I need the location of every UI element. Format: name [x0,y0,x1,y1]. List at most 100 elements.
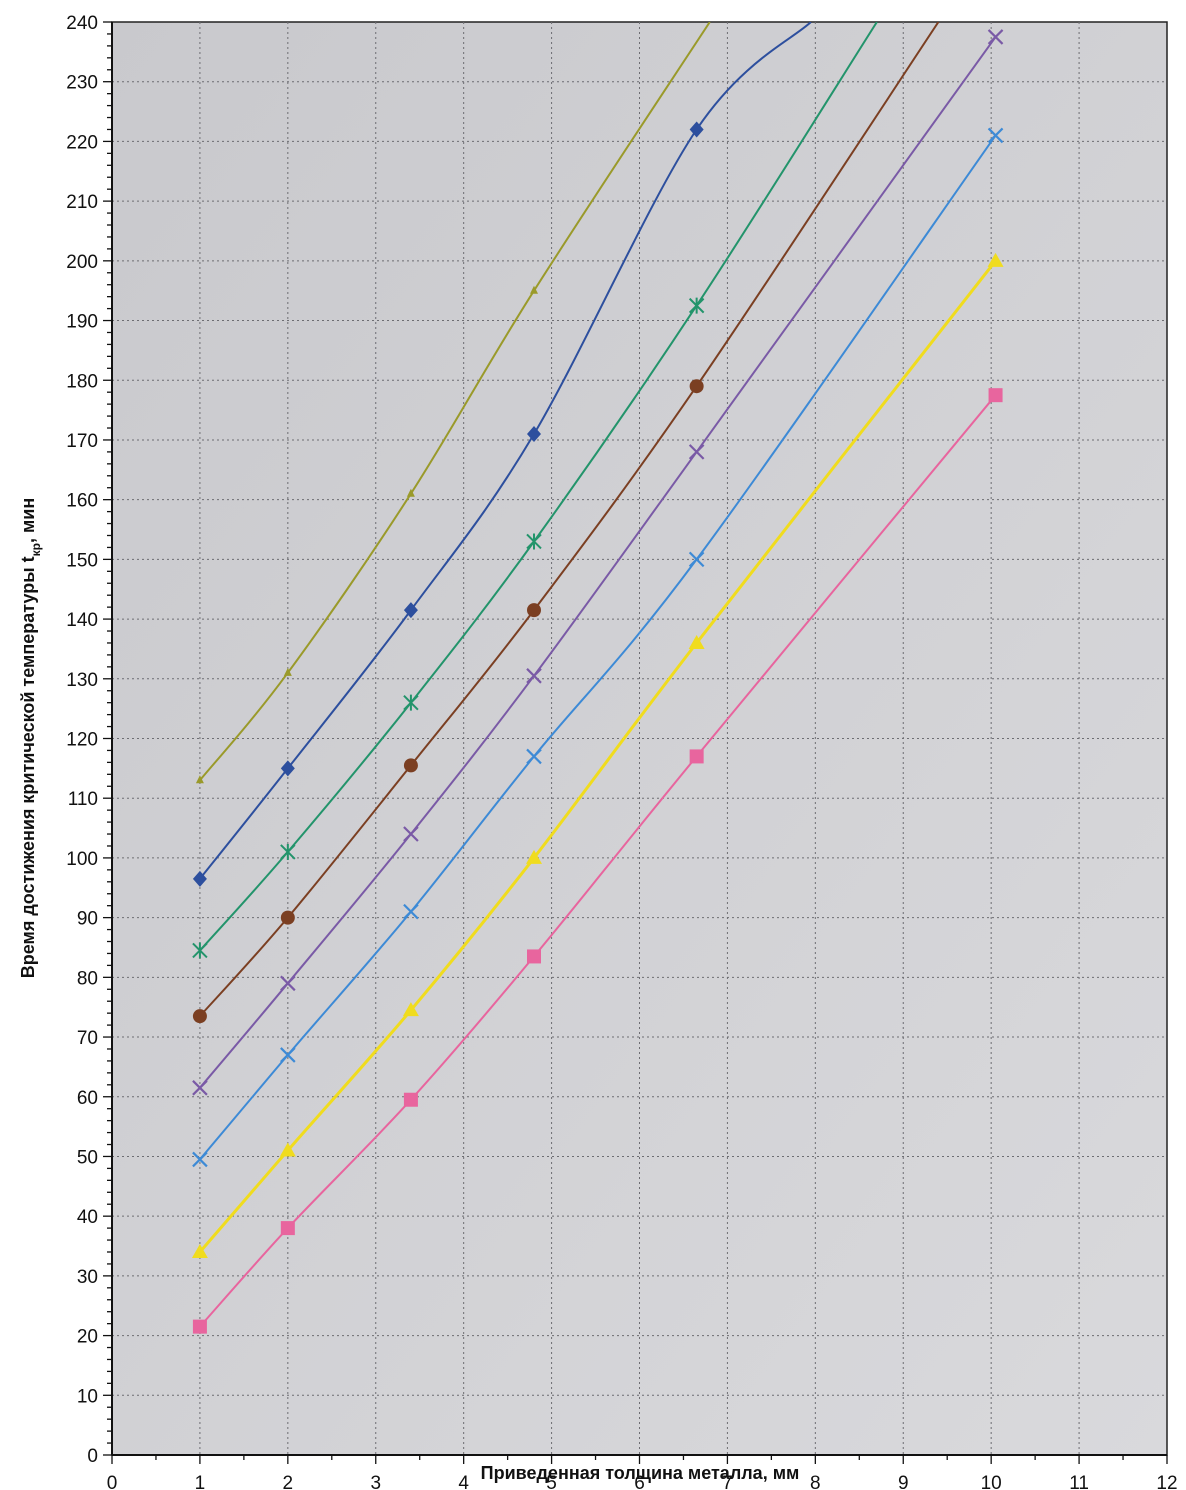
data-point [688,297,705,314]
series-6 [192,127,1004,1168]
y-tick-label: 90 [77,909,98,930]
y-tick-label: 210 [66,192,98,213]
data-point [403,758,418,773]
data-point [280,760,295,777]
data-point [403,602,418,619]
data-point [192,1319,207,1334]
data-point [402,1002,419,1017]
y-tick-label: 160 [66,491,98,512]
data-point [192,1080,208,1096]
series-4 [192,22,940,1024]
x-tick-label: 10 [981,1473,1002,1490]
data-point [280,843,296,860]
y-tick-label: 170 [66,431,98,452]
data-point [283,667,292,676]
y-tick-label: 10 [77,1386,98,1407]
data-point [530,285,538,294]
y-tick-label: 200 [66,252,98,273]
y-axis-title-main: Время достижения критической температуры… [18,556,38,978]
y-axis-title-tail: , мин [18,498,38,543]
data-point [403,826,419,842]
x-tick-label: 3 [370,1473,381,1490]
axes [103,21,1168,1464]
series-1 [195,22,711,784]
y-tick-label: 80 [77,968,98,989]
data-point [688,444,705,460]
series-2 [192,22,812,887]
x-tick-label: 1 [195,1473,206,1490]
x-tick-label: 2 [283,1473,294,1490]
data-point [403,694,419,711]
data-point [526,668,542,684]
x-tick-label: 9 [898,1473,909,1490]
data-point [526,533,542,550]
y-tick-label: 120 [66,730,98,751]
data-point [688,634,705,649]
data-point [192,1151,208,1168]
data-point [689,749,704,764]
data-point [688,551,705,568]
y-tick-label: 100 [66,849,98,870]
data-point [192,1009,207,1024]
y-tick-label: 50 [77,1147,98,1168]
x-tick-label: 11 [1069,1473,1089,1490]
data-point [987,29,1004,45]
data-point [988,388,1003,403]
y-tick-label: 30 [77,1267,98,1288]
y-tick-label: 0 [87,1446,98,1467]
data-point [195,775,204,784]
x-tick-label: 5 [546,1473,557,1490]
data-point [987,127,1004,144]
data-point [689,121,704,138]
y-tick-label: 220 [66,132,98,153]
data-point [280,910,295,925]
y-tick-label: 140 [66,610,98,631]
data-point [279,1142,296,1157]
data-point [689,379,704,394]
y-axis-title: Время достижения критической температуры… [18,498,43,978]
data-point [526,748,542,765]
y-axis-title-subscript: кр [29,543,43,556]
data-point [192,870,207,887]
series-5 [192,29,1004,1096]
series-3 [192,22,878,959]
x-tick-label: 7 [722,1473,733,1490]
data-point [987,252,1004,267]
x-tick-label: 8 [810,1473,821,1490]
x-tick-label: 12 [1156,1473,1177,1490]
y-tick-label: 180 [66,371,98,392]
data-point [527,603,541,618]
x-tick-label: 6 [634,1473,645,1490]
y-tick-label: 70 [77,1028,98,1049]
data-point [403,1092,418,1107]
data-point [403,903,419,920]
y-tick-label: 230 [66,73,98,94]
y-tick-label: 20 [77,1327,98,1348]
data-point [406,488,415,497]
y-tick-label: 110 [68,789,98,810]
x-tick-label: 4 [458,1473,469,1490]
data-point [527,425,541,442]
x-tick-label: 0 [107,1473,118,1490]
series-lines [191,22,1004,1334]
y-tick-label: 240 [66,13,98,34]
y-tick-label: 40 [77,1207,98,1228]
series-8 [192,388,1003,1334]
y-tick-label: 60 [77,1088,98,1109]
data-point [280,975,296,992]
data-point [280,1047,296,1063]
series-7 [191,252,1004,1258]
x-axis-title: Приведенная толщина металла, мм [481,1463,800,1483]
data-point [192,942,208,959]
data-point [191,1243,208,1258]
tick-labels: 0 1 2 3 4 5 6 7 8 9 10 11 12010203040506070809010011… [66,13,1177,1490]
data-point [280,1221,295,1236]
y-tick-label: 190 [66,312,98,333]
y-tick-label: 130 [66,670,98,691]
data-point [526,849,542,864]
data-point [527,949,541,964]
series-line [199,22,711,781]
y-tick-label: 150 [66,550,98,571]
